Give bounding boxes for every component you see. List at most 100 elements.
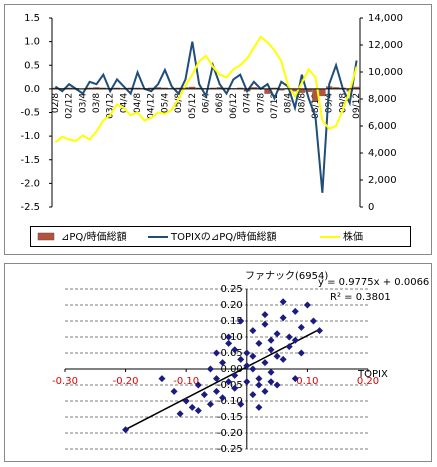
y-tick-label: -0.15 xyxy=(217,412,243,423)
point xyxy=(273,352,281,360)
point xyxy=(261,311,269,319)
point xyxy=(237,355,245,363)
y-tick-label: 1.5 xyxy=(24,13,40,24)
point xyxy=(206,400,214,408)
x-tick-label: 03/4 xyxy=(78,93,88,113)
point xyxy=(291,375,299,383)
point xyxy=(291,336,299,344)
point xyxy=(225,339,233,347)
x-axis-title: TOPIX xyxy=(357,369,388,380)
point xyxy=(243,349,251,357)
point xyxy=(249,391,257,399)
legend-label: 株価 xyxy=(343,230,363,243)
y-tick-label: 0.15 xyxy=(221,316,243,327)
point xyxy=(219,359,227,367)
x-tick-label: 09/8 xyxy=(338,93,348,113)
x-tick-label: 0.10 xyxy=(296,376,318,387)
x-tick-label: 07/4 xyxy=(243,93,253,113)
point xyxy=(213,349,220,357)
y2-tick-label: 4,000 xyxy=(368,148,397,159)
x-tick-label: 06/12 xyxy=(229,93,239,119)
y-tick-label: 0.0 xyxy=(24,84,40,95)
legend-swatch xyxy=(37,232,55,241)
x-tick-label: 09/4 xyxy=(325,93,335,113)
point xyxy=(309,317,317,325)
y2-tick-label: 0 xyxy=(368,202,374,213)
point xyxy=(279,355,287,363)
y-tick-label: -0.5 xyxy=(20,108,40,119)
point xyxy=(273,330,281,338)
x-tick-label: 02/8 xyxy=(51,93,61,113)
x-tick-label: 07/12 xyxy=(270,93,280,119)
x-tick-label: 0.20 xyxy=(357,376,379,387)
point xyxy=(261,320,269,328)
point xyxy=(243,362,251,370)
point xyxy=(206,365,214,373)
x-tick-label: 02/12 xyxy=(65,93,75,119)
y-tick-label: 0.10 xyxy=(221,332,243,343)
y2-tick-label: 12,000 xyxy=(368,40,403,51)
bar xyxy=(319,88,326,97)
x-tick-label: 03/8 xyxy=(92,93,102,113)
x-tick-label: 06/4 xyxy=(202,93,212,113)
y-tick-label: -0.05 xyxy=(217,380,243,391)
y-tick-label: 1.0 xyxy=(24,37,40,48)
x-tick-label: 08/4 xyxy=(284,93,294,113)
legend-label: ⊿PQ/時価総額 xyxy=(61,230,127,243)
line xyxy=(54,35,358,143)
y-tick-label: 0.5 xyxy=(24,60,40,71)
x-tick-label: 04/12 xyxy=(147,93,157,119)
x-tick-label: 05/4 xyxy=(160,93,170,113)
x-tick-label: -0.20 xyxy=(113,376,139,387)
point xyxy=(176,410,184,418)
point xyxy=(182,397,190,405)
point xyxy=(291,307,299,315)
point xyxy=(225,378,233,386)
r-squared: R² = 0.3801 xyxy=(330,292,391,303)
x-tick-label: -0.10 xyxy=(173,376,199,387)
point xyxy=(194,381,202,389)
x-tick-label: 04/8 xyxy=(133,93,143,113)
point xyxy=(255,339,263,347)
point xyxy=(219,394,227,402)
y-tick-label: 0.05 xyxy=(221,348,243,359)
point xyxy=(267,346,275,354)
y2-tick-label: 8,000 xyxy=(368,94,397,105)
x-tick-label: 09/12 xyxy=(352,93,362,119)
equation: y = 0.9775x + 0.0066 xyxy=(318,277,429,288)
y-tick-label: -0.25 xyxy=(217,444,243,455)
point xyxy=(225,333,233,341)
legend-label: TOPIXの⊿PQ/時価総額 xyxy=(170,230,276,243)
point xyxy=(279,314,287,322)
point xyxy=(303,301,311,309)
point xyxy=(231,384,239,392)
point xyxy=(255,381,263,389)
x-tick-label: 06/8 xyxy=(215,93,225,113)
point xyxy=(316,327,324,335)
point xyxy=(261,387,269,395)
point xyxy=(237,400,245,408)
x-tick-label: 07/8 xyxy=(256,93,266,113)
y-axis-title: ファナック(6954) xyxy=(245,270,328,282)
point xyxy=(170,387,178,395)
y2-tick-label: 10,000 xyxy=(368,67,403,78)
y2-tick-label: 2,000 xyxy=(368,175,397,186)
y-tick-label: -1.5 xyxy=(20,155,40,166)
x-tick-label: 03/12 xyxy=(106,93,116,119)
point xyxy=(249,352,257,360)
point xyxy=(285,343,293,351)
point xyxy=(237,317,245,325)
point xyxy=(194,407,202,415)
y-tick-label: 0.25 xyxy=(221,284,243,295)
x-tick-label: 05/12 xyxy=(188,93,198,119)
legend xyxy=(30,226,411,247)
point xyxy=(249,327,257,335)
point xyxy=(255,375,263,383)
panel-bottom xyxy=(4,263,432,462)
point xyxy=(200,391,208,399)
point xyxy=(231,371,239,379)
point xyxy=(267,368,275,376)
point xyxy=(243,378,251,386)
point xyxy=(279,298,287,306)
